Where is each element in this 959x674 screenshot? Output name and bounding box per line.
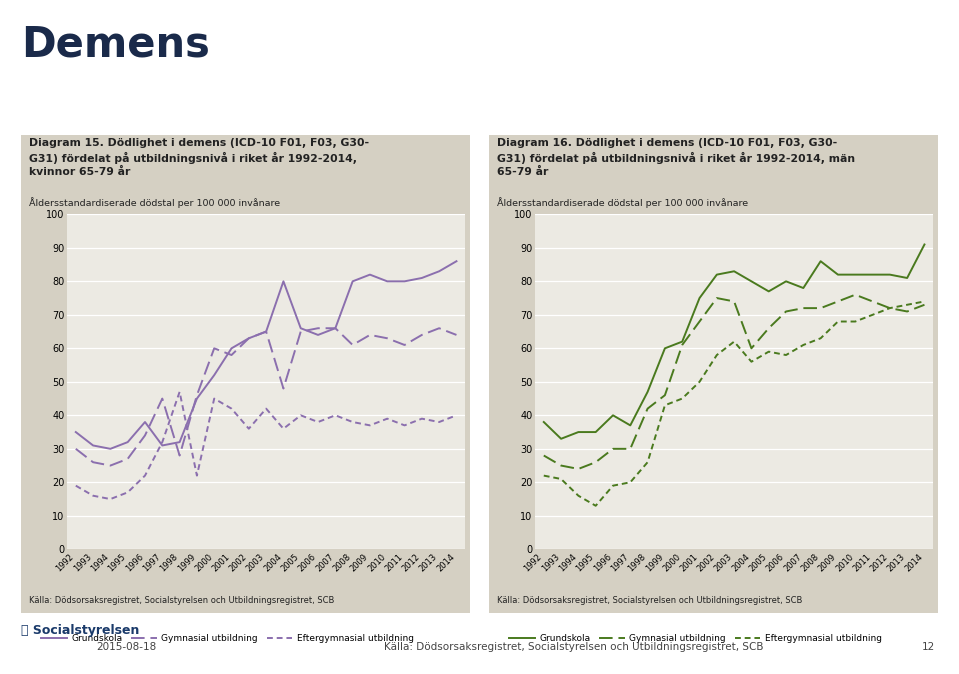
Text: Åldersstandardiserade dödstal per 100 000 invånare: Åldersstandardiserade dödstal per 100 00… [497, 197, 748, 208]
Text: Källa: Dödsorsaksregistret, Socialstyrelsen och Utbildningsregistret, SCB: Källa: Dödsorsaksregistret, Socialstyrel… [29, 596, 334, 605]
Text: Källa: Dödsorsaksregistret, Socialstyrelsen och Utbildningsregistret, SCB: Källa: Dödsorsaksregistret, Socialstyrel… [384, 642, 763, 652]
Text: Ⓢ Socialstyrelsen: Ⓢ Socialstyrelsen [21, 624, 139, 637]
Legend: Grundskola, Gymnasial utbildning, Eftergymnasial utbildning: Grundskola, Gymnasial utbildning, Efterg… [505, 631, 885, 647]
Text: Åldersstandardiserade dödstal per 100 000 invånare: Åldersstandardiserade dödstal per 100 00… [29, 197, 280, 208]
Text: 2015-08-18: 2015-08-18 [96, 642, 156, 652]
Text: Källa: Dödsorsaksregistret, Socialstyrelsen och Utbildningsregistret, SCB: Källa: Dödsorsaksregistret, Socialstyrel… [497, 596, 802, 605]
Text: Demens: Demens [21, 24, 210, 65]
Text: Diagram 15. Dödlighet i demens (ICD-10 F01, F03, G30-
G31) fördelat på utbildnin: Diagram 15. Dödlighet i demens (ICD-10 F… [29, 138, 369, 177]
Text: 12: 12 [922, 642, 935, 652]
Legend: Grundskola, Gymnasial utbildning, Eftergymnasial utbildning: Grundskola, Gymnasial utbildning, Efterg… [37, 631, 417, 647]
Text: Diagram 16. Dödlighet i demens (ICD-10 F01, F03, G30-
G31) fördelat på utbildnin: Diagram 16. Dödlighet i demens (ICD-10 F… [497, 138, 854, 177]
